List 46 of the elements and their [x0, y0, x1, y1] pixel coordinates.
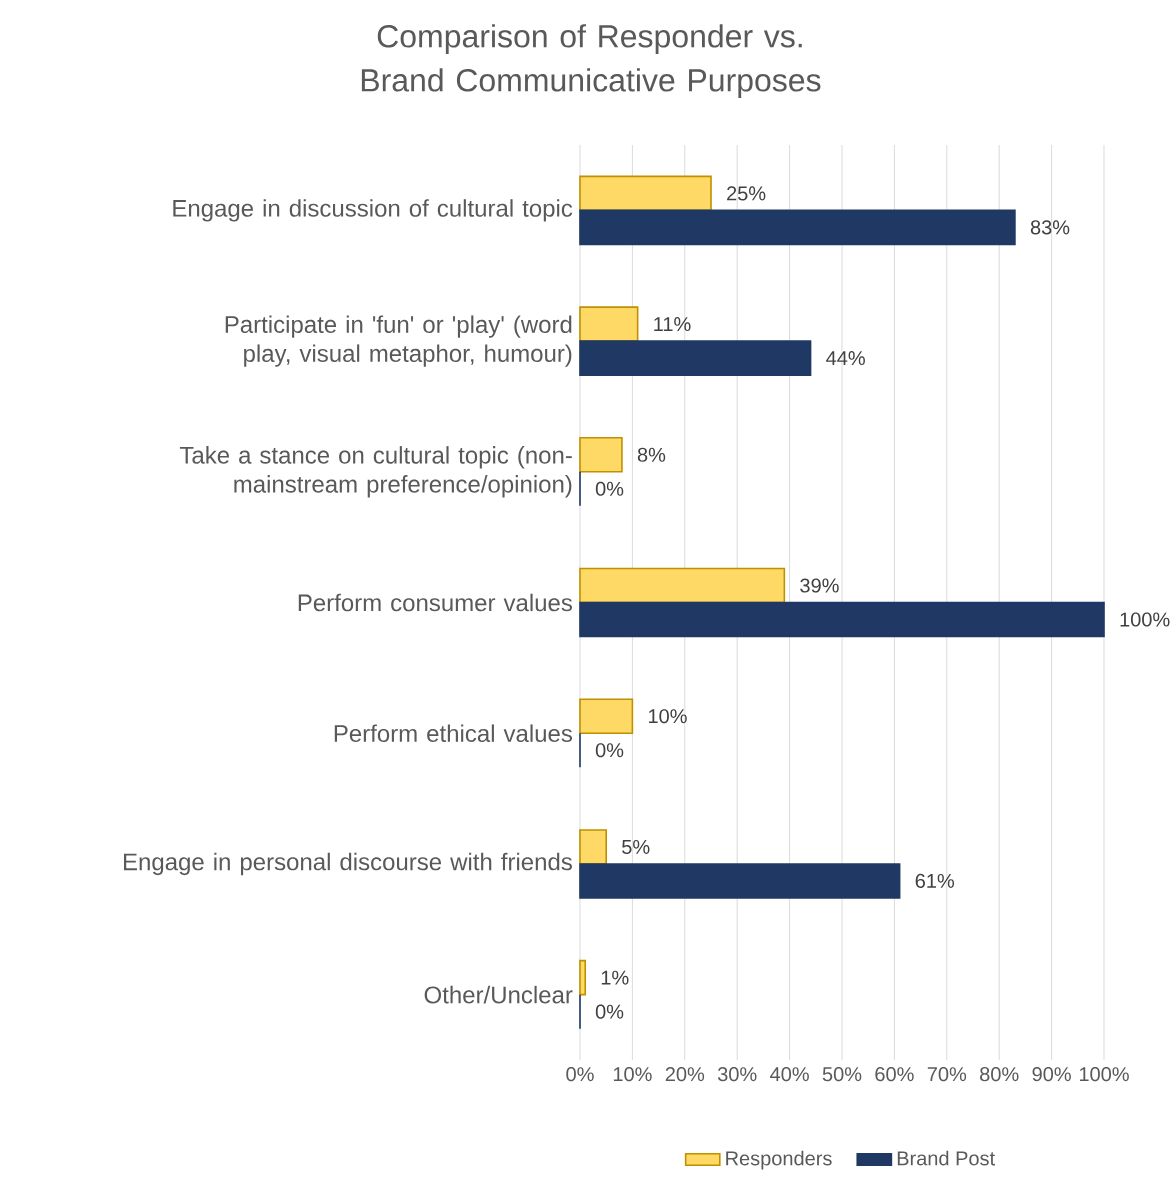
bar: [579, 436, 623, 473]
x-tick-label: 0%: [566, 1067, 594, 1082]
data-label: 1%: [601, 970, 629, 985]
x-tick-label: 60%: [875, 1067, 914, 1082]
data-label: 11%: [654, 317, 691, 332]
data-label: 44%: [826, 351, 865, 366]
x-tick-label: 50%: [822, 1067, 862, 1082]
y-tick-label: Perform ethical values: [334, 724, 573, 743]
data-label: 25%: [727, 186, 766, 201]
data-label: 39%: [800, 578, 839, 593]
bar: [579, 567, 786, 604]
legend-label: Responders: [726, 1150, 832, 1170]
bar: [579, 209, 1016, 246]
y-tick-label: Perform consumer values: [298, 593, 573, 612]
data-label: 0%: [595, 743, 624, 758]
x-tick-label: 30%: [717, 1067, 757, 1082]
x-tick-label: 80%: [980, 1067, 1019, 1082]
bar: [579, 601, 1105, 638]
y-tick-label: Participate in 'fun' or 'play' (word play, visual metaphor, humour): [225, 315, 572, 367]
data-label: 5%: [622, 839, 650, 854]
bar: [579, 829, 607, 865]
data-label: 0%: [595, 1004, 624, 1019]
x-tick-label: 40%: [770, 1067, 809, 1082]
data-label: 10%: [649, 709, 687, 724]
x-tick-label: 100%: [1079, 1067, 1129, 1082]
bar: [579, 698, 634, 735]
data-label: 83%: [1030, 220, 1070, 235]
y-tick-label: Engage in discussion of cultural topic: [173, 199, 573, 222]
y-tick-label: Other/Unclear: [424, 985, 573, 1004]
bar: [579, 340, 812, 376]
bar: [579, 306, 639, 342]
x-tick-label: 20%: [665, 1067, 705, 1082]
bar: [579, 175, 712, 212]
bar: [579, 863, 901, 899]
data-label: 8%: [637, 447, 666, 462]
y-tick-label: Engage in personal discourse with friends: [123, 852, 572, 876]
chart-title: Comparison of Responder vs. Brand Communicative Purposes: [361, 24, 821, 98]
bar: [579, 959, 587, 996]
data-label: 100%: [1120, 612, 1170, 627]
data-label: 0%: [595, 481, 624, 496]
x-tick-label: 90%: [1032, 1067, 1071, 1082]
data-label: 61%: [915, 873, 955, 889]
x-tick-label: 70%: [927, 1067, 967, 1082]
y-tick-label: Take a stance on cultural topic (non-mainstream preference/opinion): [179, 446, 572, 498]
legend-label: Brand Post: [897, 1150, 995, 1166]
x-tick-label: 10%: [613, 1067, 652, 1082]
